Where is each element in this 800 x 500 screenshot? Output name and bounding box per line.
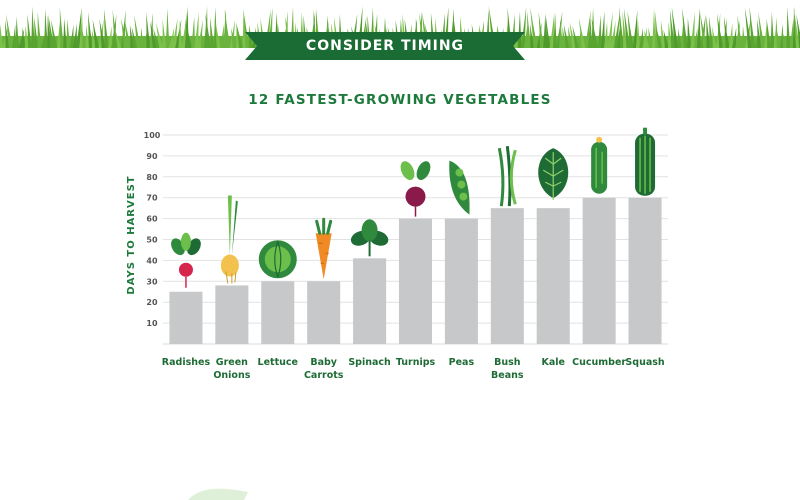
spinach-icon [350,219,389,257]
bar [444,218,478,344]
bar [169,291,203,344]
bar [490,208,524,344]
x-tick-label: Cucumber [572,357,626,368]
grass-header-decoration [0,6,800,48]
x-tick-label: Onions [213,370,250,381]
carrot-icon [315,217,333,280]
x-tick-label: Peas [449,357,475,368]
y-tick-label: 30 [146,277,158,286]
bar [582,197,616,344]
category-labels: Radishes Green Onions Lettuce Baby Carrots Spi… [162,357,665,381]
bar [215,285,249,344]
chart-title: 12 FASTEST-GROWING VEGETABLES [248,92,552,108]
y-tick-label: 10 [146,319,158,328]
squash-icon [635,127,656,196]
bar [261,281,295,344]
y-tick-label: 80 [146,173,158,182]
banner-ribbon [245,32,525,60]
y-tick-label: 90 [146,152,158,161]
cucumber-icon [591,136,608,194]
bar [398,218,433,344]
y-axis-label: DAYS TO HARVEST [126,175,137,294]
bars [169,197,662,344]
y-tick-label: 20 [146,298,158,307]
vegetable-icons [171,127,656,288]
y-tick-label: 40 [146,256,158,265]
x-tick-label: Beans [491,370,524,381]
x-tick-label: Radishes [162,357,211,368]
bar [628,197,662,344]
x-tick-label: Turnips [396,357,436,368]
bar [307,281,341,344]
y-tick-label: 50 [146,236,158,245]
radish-icon [171,232,201,288]
kale-icon [538,148,569,201]
x-tick-label: Squash [625,357,664,368]
y-tick-label: 100 [144,131,161,140]
green-onion-icon [220,195,239,284]
y-tick-label: 60 [146,215,158,224]
x-tick-label: Carrots [304,370,344,381]
x-tick-label: Lettuce [258,357,298,368]
bar [536,208,570,344]
leaf-decoration [188,488,248,500]
pea-pod-icon [449,160,470,215]
x-tick-label: Spinach [348,357,391,368]
x-tick-label: Bush [494,357,521,368]
banner-label: CONSIDER TIMING [305,38,465,54]
y-tick-label: 70 [146,194,158,203]
x-tick-label: Green [216,357,248,368]
lettuce-icon [258,240,297,279]
x-tick-label: Baby [310,357,337,368]
bar [353,258,387,344]
turnip-icon [400,161,431,217]
x-tick-label: Kale [541,357,564,368]
bush-bean-icon [497,145,517,207]
